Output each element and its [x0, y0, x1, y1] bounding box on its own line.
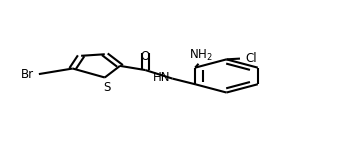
Text: O: O [141, 50, 150, 63]
Text: S: S [103, 81, 110, 94]
Text: Br: Br [21, 68, 34, 81]
Text: HN: HN [153, 71, 171, 84]
Text: NH$_2$: NH$_2$ [189, 48, 213, 63]
Text: Cl: Cl [245, 52, 257, 65]
